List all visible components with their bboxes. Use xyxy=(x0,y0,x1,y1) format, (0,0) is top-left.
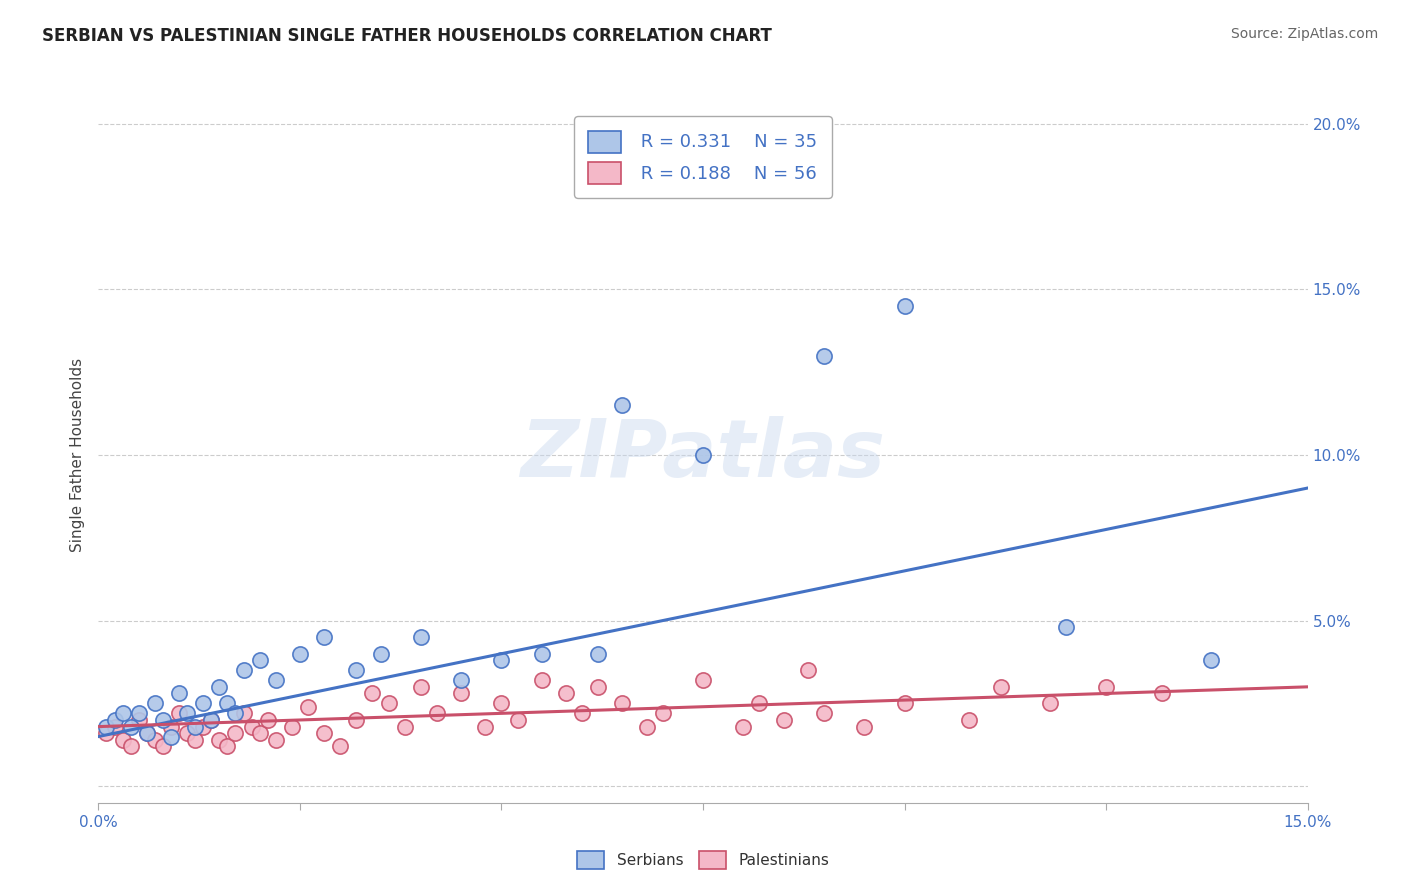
Point xyxy=(491,653,513,667)
Point xyxy=(167,686,190,700)
Legend: Serbians, Palestinians: Serbians, Palestinians xyxy=(571,845,835,875)
Point xyxy=(733,720,755,734)
Point xyxy=(491,697,513,711)
Point xyxy=(249,653,271,667)
Point xyxy=(176,726,198,740)
Point xyxy=(370,647,392,661)
Point xyxy=(193,697,215,711)
Point xyxy=(96,726,118,740)
Text: SERBIAN VS PALESTINIAN SINGLE FATHER HOUSEHOLDS CORRELATION CHART: SERBIAN VS PALESTINIAN SINGLE FATHER HOU… xyxy=(42,27,772,45)
Point xyxy=(249,726,271,740)
Point xyxy=(797,663,820,677)
Point xyxy=(506,713,529,727)
Point xyxy=(813,706,835,721)
Point xyxy=(288,647,311,661)
Point xyxy=(1152,686,1174,700)
Point xyxy=(612,697,634,711)
Point xyxy=(217,739,239,754)
Point xyxy=(530,647,553,661)
Point xyxy=(1039,697,1062,711)
Point xyxy=(748,697,770,711)
Point xyxy=(893,697,915,711)
Point xyxy=(152,713,174,727)
Point xyxy=(120,720,142,734)
Point xyxy=(474,720,496,734)
Point xyxy=(692,673,714,688)
Point xyxy=(232,663,254,677)
Point xyxy=(111,706,134,721)
Point xyxy=(184,732,207,747)
Point xyxy=(152,739,174,754)
Point xyxy=(264,732,287,747)
Point xyxy=(1054,620,1077,634)
Point xyxy=(281,720,304,734)
Point xyxy=(143,732,166,747)
Point xyxy=(184,720,207,734)
Point xyxy=(586,647,609,661)
Point xyxy=(530,673,553,688)
Point xyxy=(586,680,609,694)
Point xyxy=(96,720,118,734)
Point xyxy=(103,713,125,727)
Point xyxy=(176,706,198,721)
Point xyxy=(160,730,183,744)
Point xyxy=(103,720,125,734)
Point xyxy=(409,680,432,694)
Point xyxy=(240,720,263,734)
Point xyxy=(450,686,472,700)
Point xyxy=(450,673,472,688)
Point xyxy=(361,686,384,700)
Point xyxy=(990,680,1012,694)
Point xyxy=(957,713,980,727)
Point xyxy=(1095,680,1118,694)
Point xyxy=(193,720,215,734)
Point xyxy=(217,697,239,711)
Point xyxy=(143,697,166,711)
Point xyxy=(394,720,416,734)
Point xyxy=(853,720,876,734)
Point xyxy=(329,739,352,754)
Point xyxy=(612,398,634,412)
Point xyxy=(409,630,432,644)
Point xyxy=(256,713,278,727)
Point xyxy=(208,680,231,694)
Point xyxy=(344,713,367,727)
Point xyxy=(426,706,449,721)
Point xyxy=(224,726,246,740)
Point xyxy=(128,713,150,727)
Point xyxy=(297,699,319,714)
Point xyxy=(377,697,399,711)
Point xyxy=(200,713,222,727)
Text: ZIPatlas: ZIPatlas xyxy=(520,416,886,494)
Point xyxy=(111,732,134,747)
Point xyxy=(571,706,593,721)
Point xyxy=(314,726,336,740)
Point xyxy=(772,713,794,727)
Point xyxy=(160,720,183,734)
Point xyxy=(128,706,150,721)
Point xyxy=(120,739,142,754)
Point xyxy=(208,732,231,747)
Text: Source: ZipAtlas.com: Source: ZipAtlas.com xyxy=(1230,27,1378,41)
Point xyxy=(167,706,190,721)
Point xyxy=(314,630,336,644)
Point xyxy=(555,686,578,700)
Point xyxy=(893,299,915,313)
Point xyxy=(636,720,658,734)
Point xyxy=(224,706,246,721)
Point xyxy=(135,726,157,740)
Point xyxy=(200,713,222,727)
Point xyxy=(232,706,254,721)
Point xyxy=(264,673,287,688)
Point xyxy=(1199,653,1222,667)
Y-axis label: Single Father Households: Single Father Households xyxy=(69,358,84,552)
Point xyxy=(813,349,835,363)
Point xyxy=(692,448,714,462)
Legend:  R = 0.331    N = 35,  R = 0.188    N = 56: R = 0.331 N = 35, R = 0.188 N = 56 xyxy=(574,116,832,198)
Point xyxy=(344,663,367,677)
Point xyxy=(651,706,673,721)
Point xyxy=(135,726,157,740)
